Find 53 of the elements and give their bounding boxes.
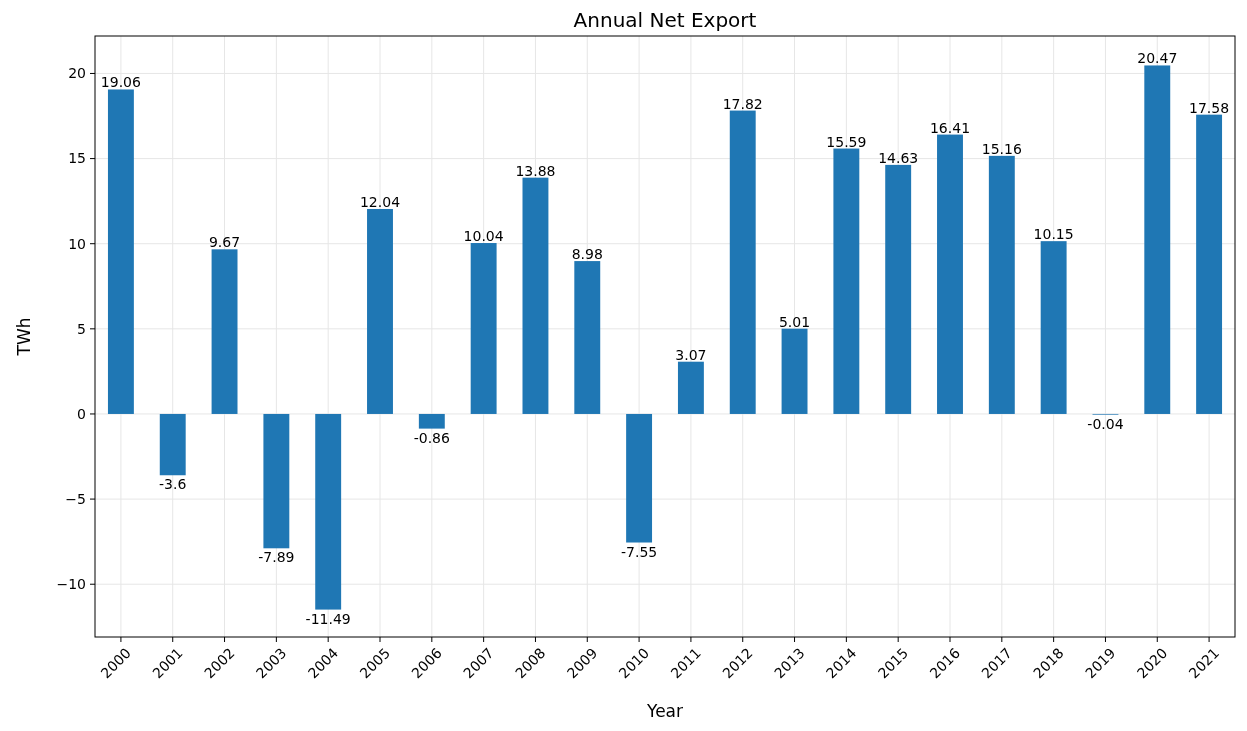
bar (367, 208, 393, 414)
bar (211, 249, 238, 414)
data-label: 5.01 (778, 313, 811, 330)
data-label: 13.88 (515, 162, 556, 179)
bar (833, 148, 860, 414)
data-label: 15.16 (981, 140, 1022, 157)
bar (1040, 241, 1067, 414)
bar (263, 413, 290, 549)
y-tick-label: 5 (77, 320, 86, 337)
bar (885, 164, 912, 414)
bar (159, 413, 186, 476)
bar (574, 261, 601, 414)
data-label: -0.04 (1087, 415, 1124, 432)
data-label: 12.04 (359, 193, 401, 210)
bar (988, 155, 1015, 414)
data-label: 14.63 (878, 149, 919, 166)
data-label: 17.58 (1189, 99, 1230, 116)
data-label: 17.82 (722, 95, 763, 112)
bar (1196, 114, 1223, 414)
x-axis-title: Year (646, 701, 683, 721)
data-label: -7.89 (258, 549, 295, 566)
bar (418, 413, 445, 429)
data-label: -7.55 (620, 543, 658, 560)
bar (315, 413, 342, 610)
data-label: 9.67 (208, 234, 241, 251)
bar (470, 243, 497, 414)
y-tick-label: 10 (68, 235, 86, 252)
bar (781, 328, 808, 414)
data-label: 20.47 (1137, 50, 1178, 67)
bar (729, 110, 756, 414)
data-label: 15.59 (826, 133, 867, 150)
bar (677, 361, 704, 414)
data-label: 19.06 (100, 74, 142, 91)
data-label: -3.6 (159, 476, 187, 493)
data-label: 10.04 (463, 228, 504, 245)
data-label: 10.15 (1033, 226, 1074, 243)
y-tick-label: −5 (65, 490, 86, 507)
y-tick-label: −10 (56, 576, 86, 593)
bar (937, 134, 963, 414)
data-label: 16.41 (929, 119, 971, 136)
bar (522, 177, 549, 414)
data-label: 3.07 (675, 346, 707, 363)
data-label: 8.98 (571, 246, 603, 263)
y-axis-title: TWh (14, 317, 34, 357)
chart-title: Annual Net Export (573, 8, 757, 32)
data-label: -0.86 (413, 429, 451, 446)
data-label: -11.49 (305, 610, 351, 627)
y-tick-label: 15 (68, 150, 86, 167)
y-tick-label: 20 (68, 65, 86, 82)
bar (1144, 65, 1171, 414)
y-tick-label: 0 (77, 405, 86, 422)
bar (626, 413, 653, 543)
bar (107, 89, 134, 414)
